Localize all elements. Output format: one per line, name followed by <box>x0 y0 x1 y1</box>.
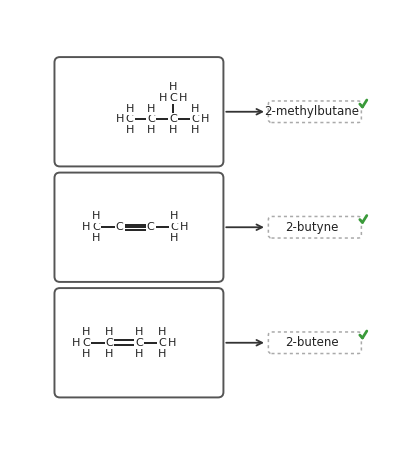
Text: H: H <box>92 233 101 243</box>
Text: H: H <box>82 327 90 337</box>
Text: H: H <box>125 125 134 135</box>
Text: 2-butyne: 2-butyne <box>285 221 339 234</box>
Text: H: H <box>82 222 90 232</box>
FancyBboxPatch shape <box>268 101 361 122</box>
Text: C: C <box>116 222 123 232</box>
Text: H: H <box>82 349 90 359</box>
Text: C: C <box>147 222 155 232</box>
Text: C: C <box>92 222 100 232</box>
Text: H: H <box>147 125 155 135</box>
Text: H: H <box>170 212 178 221</box>
FancyBboxPatch shape <box>55 57 224 166</box>
Text: H: H <box>159 93 167 103</box>
Text: 2-methylbutane: 2-methylbutane <box>264 105 359 118</box>
Text: H: H <box>158 327 166 337</box>
FancyBboxPatch shape <box>268 216 361 238</box>
Text: H: H <box>135 327 143 337</box>
Text: C: C <box>170 222 178 232</box>
Text: C: C <box>158 338 166 348</box>
Text: H: H <box>147 104 155 114</box>
Text: H: H <box>105 349 114 359</box>
Text: C: C <box>169 93 177 103</box>
Text: H: H <box>92 212 101 221</box>
Text: C: C <box>148 114 155 125</box>
Text: C: C <box>126 114 134 125</box>
Text: H: H <box>170 233 178 243</box>
Text: H: H <box>169 82 177 92</box>
Text: C: C <box>106 338 113 348</box>
Text: H: H <box>169 125 177 135</box>
Text: H: H <box>168 338 176 348</box>
Text: H: H <box>115 114 124 125</box>
Text: H: H <box>72 338 81 348</box>
Text: H: H <box>135 349 143 359</box>
Text: 2-butene: 2-butene <box>285 336 339 349</box>
Text: H: H <box>191 125 199 135</box>
FancyBboxPatch shape <box>55 173 224 282</box>
Text: H: H <box>105 327 114 337</box>
FancyBboxPatch shape <box>268 332 361 354</box>
Text: H: H <box>201 114 209 125</box>
Text: C: C <box>169 114 177 125</box>
FancyBboxPatch shape <box>55 288 224 397</box>
Text: H: H <box>180 222 188 232</box>
Text: H: H <box>179 93 187 103</box>
Text: H: H <box>191 104 199 114</box>
Text: C: C <box>135 338 143 348</box>
Text: H: H <box>125 104 134 114</box>
Text: C: C <box>191 114 199 125</box>
Text: C: C <box>82 338 90 348</box>
Text: H: H <box>158 349 166 359</box>
